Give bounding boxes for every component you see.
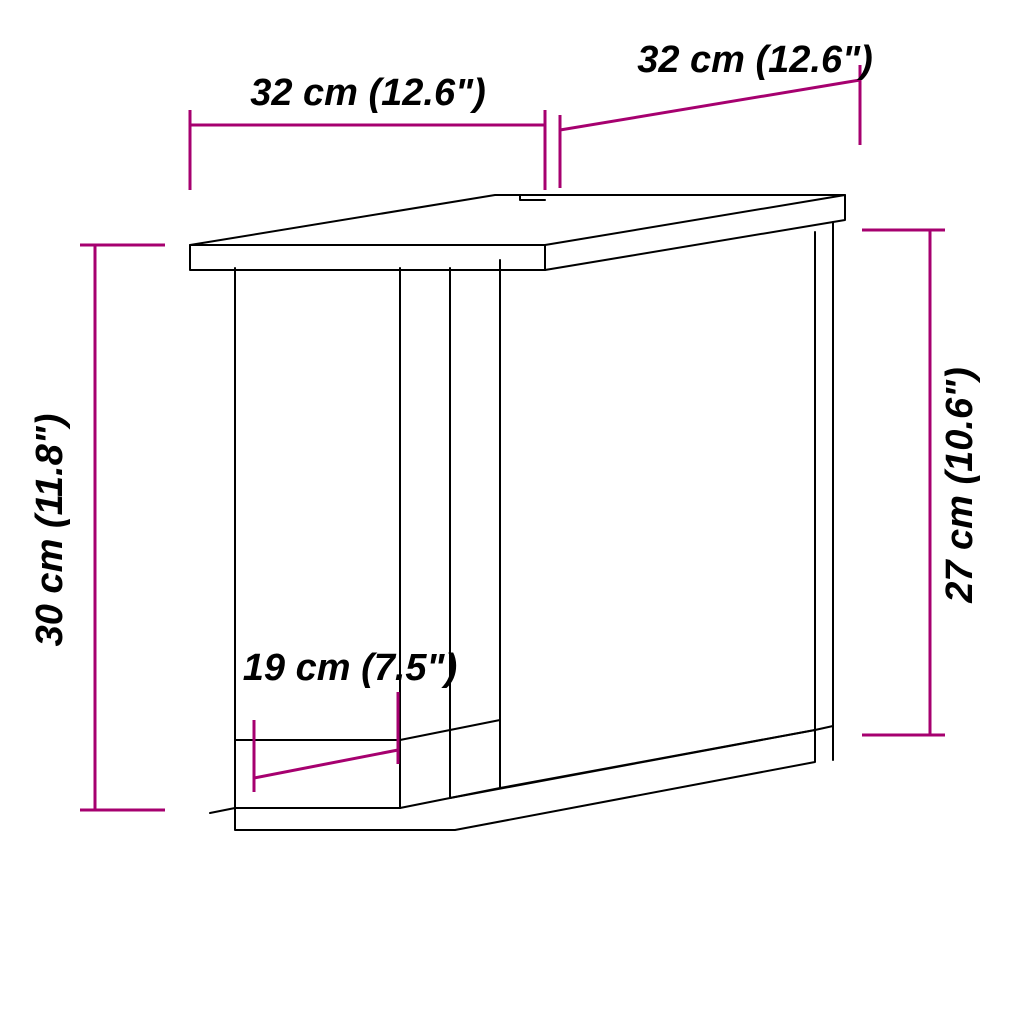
dim-depth-label: 32 cm (12.6") <box>637 39 873 81</box>
dim-inner-depth: 19 cm (7.5") <box>243 647 457 792</box>
dim-inner-depth-label: 19 cm (7.5") <box>243 647 457 689</box>
dim-inner-height-label: 27 cm (10.6") <box>939 367 981 604</box>
product-drawing <box>190 195 845 830</box>
dim-depth: 32 cm (12.6") <box>560 39 873 188</box>
dim-width-label: 32 cm (12.6") <box>250 72 486 114</box>
dim-inner-height: 27 cm (10.6") <box>862 230 981 735</box>
dim-height: 30 cm (11.8") <box>29 245 165 810</box>
dim-width: 32 cm (12.6") <box>190 72 545 190</box>
dim-height-label: 30 cm (11.8") <box>29 414 71 647</box>
dimension-diagram: 32 cm (12.6") 32 cm (12.6") 30 cm (11.8"… <box>0 0 1024 1024</box>
